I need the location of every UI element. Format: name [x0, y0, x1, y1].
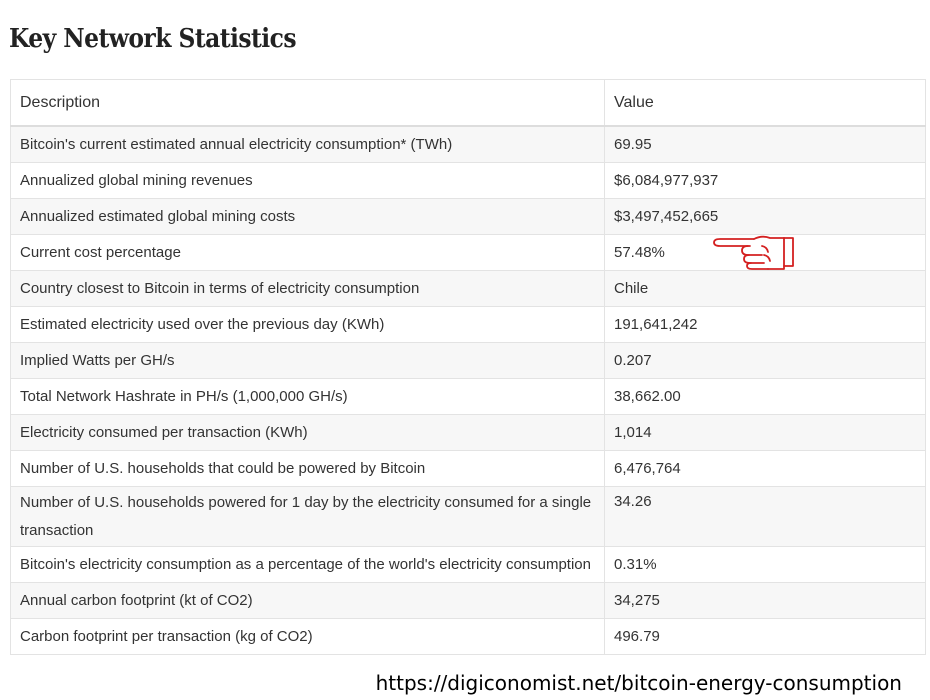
table-row: Carbon footprint per transaction (kg of …: [10, 618, 926, 655]
table-row: Number of U.S. households that could be …: [10, 450, 926, 487]
table-row: Annual carbon footprint (kt of CO2) 34,2…: [10, 582, 926, 619]
row-value: 1,014: [604, 414, 926, 451]
table-header-row: Description Value: [10, 79, 926, 127]
row-value: $6,084,977,937: [604, 162, 926, 199]
table-row: Annualized global mining revenues $6,084…: [10, 162, 926, 199]
network-statistics-table: Description Value Bitcoin's current esti…: [10, 79, 926, 655]
table-row: Annualized estimated global mining costs…: [10, 198, 926, 235]
source-url: https://digiconomist.net/bitcoin-energy-…: [375, 671, 902, 695]
table-row: Electricity consumed per transaction (KW…: [10, 414, 926, 451]
row-description: Estimated electricity used over the prev…: [10, 306, 605, 343]
row-value: 69.95: [604, 125, 926, 163]
row-value: 38,662.00: [604, 378, 926, 415]
row-description: Carbon footprint per transaction (kg of …: [10, 618, 605, 655]
table-row: Bitcoin's electricity consumption as a p…: [10, 546, 926, 583]
row-description: Current cost percentage: [10, 234, 605, 271]
row-value: $3,497,452,665: [604, 198, 926, 235]
row-value: 57.48%: [604, 234, 926, 271]
table-row: Country closest to Bitcoin in terms of e…: [10, 270, 926, 307]
row-value: 34.26: [604, 486, 926, 547]
row-description: Electricity consumed per transaction (KW…: [10, 414, 605, 451]
row-description: Country closest to Bitcoin in terms of e…: [10, 270, 605, 307]
row-description: Number of U.S. households powered for 1 …: [10, 486, 605, 547]
row-description: Bitcoin's electricity consumption as a p…: [10, 546, 605, 583]
row-value: 34,275: [604, 582, 926, 619]
table-row: Estimated electricity used over the prev…: [10, 306, 926, 343]
row-description: Total Network Hashrate in PH/s (1,000,00…: [10, 378, 605, 415]
row-value: 496.79: [604, 618, 926, 655]
column-header-description: Description: [10, 79, 605, 127]
row-description: Annual carbon footprint (kt of CO2): [10, 582, 605, 619]
row-description: Annualized estimated global mining costs: [10, 198, 605, 235]
page-title: Key Network Statistics: [9, 24, 297, 54]
column-header-value: Value: [604, 79, 926, 127]
row-value: 0.207: [604, 342, 926, 379]
row-description: Bitcoin's current estimated annual elect…: [10, 125, 605, 163]
pointing-hand-icon: [713, 235, 794, 270]
row-value: 191,641,242: [604, 306, 926, 343]
table-row: Current cost percentage 57.48%: [10, 234, 926, 271]
row-value: Chile: [604, 270, 926, 307]
row-value: 0.31%: [604, 546, 926, 583]
row-description: Implied Watts per GH/s: [10, 342, 605, 379]
row-description: Number of U.S. households that could be …: [10, 450, 605, 487]
table-row: Number of U.S. households powered for 1 …: [10, 486, 926, 547]
row-description: Annualized global mining revenues: [10, 162, 605, 199]
table-row: Implied Watts per GH/s 0.207: [10, 342, 926, 379]
row-value: 6,476,764: [604, 450, 926, 487]
table-row: Total Network Hashrate in PH/s (1,000,00…: [10, 378, 926, 415]
table-row: Bitcoin's current estimated annual elect…: [10, 125, 926, 163]
